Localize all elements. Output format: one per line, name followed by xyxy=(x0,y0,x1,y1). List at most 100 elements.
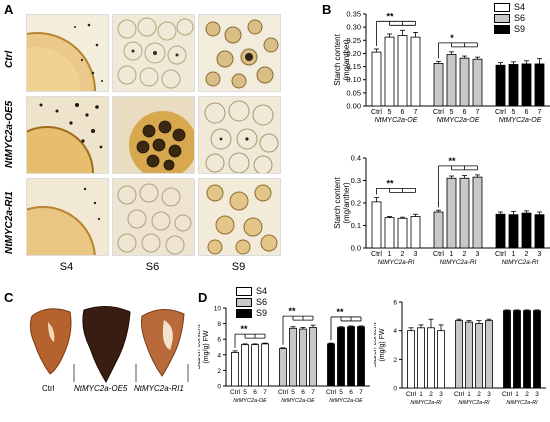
y-tick-label: 0.1 xyxy=(351,221,361,230)
micrograph-oe5-s9 xyxy=(198,96,281,174)
category-label: 5 xyxy=(243,389,247,396)
category-label: Ctrl xyxy=(454,391,465,398)
bar xyxy=(495,64,506,107)
y-tick-label: 0.25 xyxy=(346,36,361,45)
y-tick-label: 0.15 xyxy=(346,62,361,71)
legend-b-s4: S4 xyxy=(494,2,525,12)
category-label: 2 xyxy=(477,391,481,398)
bar xyxy=(397,35,408,107)
y-tick-label: 0 xyxy=(217,384,221,391)
category-label: 6 xyxy=(253,389,257,396)
group-label: NtMYC2a-OE xyxy=(233,398,267,404)
y-tick-label: 0 xyxy=(393,386,397,393)
y-axis-label: Starch content(mg/g) FW xyxy=(198,324,210,369)
bar xyxy=(475,323,483,389)
category-label: 2 xyxy=(525,391,529,398)
category-label: 3 xyxy=(414,251,418,258)
bar xyxy=(508,214,519,249)
bar xyxy=(347,326,355,387)
legend-b-s9: S9 xyxy=(494,24,525,34)
category-label: 7 xyxy=(476,109,480,116)
bar xyxy=(433,211,444,249)
legend-d-swatch-s6 xyxy=(236,297,252,307)
category-label: 5 xyxy=(512,109,516,116)
category-label: 1 xyxy=(450,251,454,258)
category-label: 3 xyxy=(535,391,539,398)
bar xyxy=(437,330,445,389)
category-label: 6 xyxy=(463,109,467,116)
y-tick-label: 0.20 xyxy=(346,49,361,58)
bar xyxy=(534,63,545,107)
category-label: 5 xyxy=(291,389,295,396)
category-label: 5 xyxy=(388,109,392,116)
bar xyxy=(407,330,415,389)
panel-c-label-ri1: NtMYC2a-RI1 xyxy=(134,384,184,393)
category-label: 1 xyxy=(515,391,519,398)
category-label: 7 xyxy=(311,389,315,396)
legend-swatch-s6 xyxy=(494,13,510,23)
legend-d-s6-label: S6 xyxy=(256,297,268,307)
micrograph-oe5-s4 xyxy=(26,96,109,174)
y-tick-label: 8 xyxy=(217,321,221,328)
category-label: Ctrl xyxy=(433,109,444,116)
category-label: 1 xyxy=(512,251,516,258)
bar xyxy=(433,63,444,107)
panel-c-letter: C xyxy=(4,290,14,305)
y-tick-label: 10 xyxy=(214,306,222,313)
legend-d-s9-label: S9 xyxy=(256,308,268,318)
y-tick-label: 2 xyxy=(217,368,221,375)
micrograph-ri1-s9 xyxy=(198,178,281,256)
y-tick-label: 0.05 xyxy=(346,88,361,97)
category-label: 6 xyxy=(525,109,529,116)
bar xyxy=(231,352,239,387)
bar xyxy=(495,213,506,249)
category-label: Ctrl xyxy=(278,389,289,396)
bar xyxy=(289,327,297,387)
y-tick-label: 2 xyxy=(393,357,397,364)
category-label: Ctrl xyxy=(495,251,506,258)
bar xyxy=(384,36,395,107)
sig-marker: ** xyxy=(240,324,248,334)
category-label: 3 xyxy=(439,391,443,398)
category-label: 5 xyxy=(339,389,343,396)
bar xyxy=(446,177,457,249)
category-label: 6 xyxy=(349,389,353,396)
chart-b-top: 0.00 0.05 0.10 0.15 0.20 0.25 0.30 0.35 Starch c… xyxy=(333,10,550,124)
bar xyxy=(309,327,317,387)
bar xyxy=(521,212,532,249)
micrograph-ri1-s4 xyxy=(26,178,109,256)
legend-d-s9: S9 xyxy=(236,308,267,318)
y-tick-label: 0.3 xyxy=(351,176,361,185)
bar xyxy=(427,327,435,389)
group-label: NtMYC2a-OE xyxy=(499,117,542,124)
group-label: NtMYC2a-RI xyxy=(502,259,539,266)
bar xyxy=(485,320,493,389)
y-tick-label: 0.00 xyxy=(346,102,361,111)
y-tick-label: 0.10 xyxy=(346,75,361,84)
bar xyxy=(508,64,519,107)
y-tick-label: 6 xyxy=(217,337,221,344)
group-label: NtMYC2a-OE xyxy=(329,398,363,404)
sig-marker: * xyxy=(450,33,454,43)
y-axis-label: Starch content(mg/anther) xyxy=(333,33,351,85)
legend-d-s6: S6 xyxy=(236,297,267,307)
bar xyxy=(459,177,470,249)
category-label: Ctrl xyxy=(495,109,506,116)
category-label: 2 xyxy=(429,391,433,398)
legend-d-s4: S4 xyxy=(236,286,267,296)
category-label: Ctrl xyxy=(230,389,241,396)
legend-b-s6-label: S6 xyxy=(514,13,526,23)
category-label: 7 xyxy=(359,389,363,396)
bar xyxy=(371,201,382,249)
legend-d-swatch-s4 xyxy=(236,286,252,296)
legend-d-s4-label: S4 xyxy=(256,286,268,296)
bar xyxy=(327,343,335,387)
bar xyxy=(446,54,457,107)
bar xyxy=(410,36,421,107)
panel-a-letter: A xyxy=(4,2,14,17)
legend-b-s4-label: S4 xyxy=(514,2,526,12)
micrograph-oe5-s6 xyxy=(112,96,195,174)
group-label: NtMYC2a-RI xyxy=(440,259,477,266)
bar xyxy=(472,176,483,249)
